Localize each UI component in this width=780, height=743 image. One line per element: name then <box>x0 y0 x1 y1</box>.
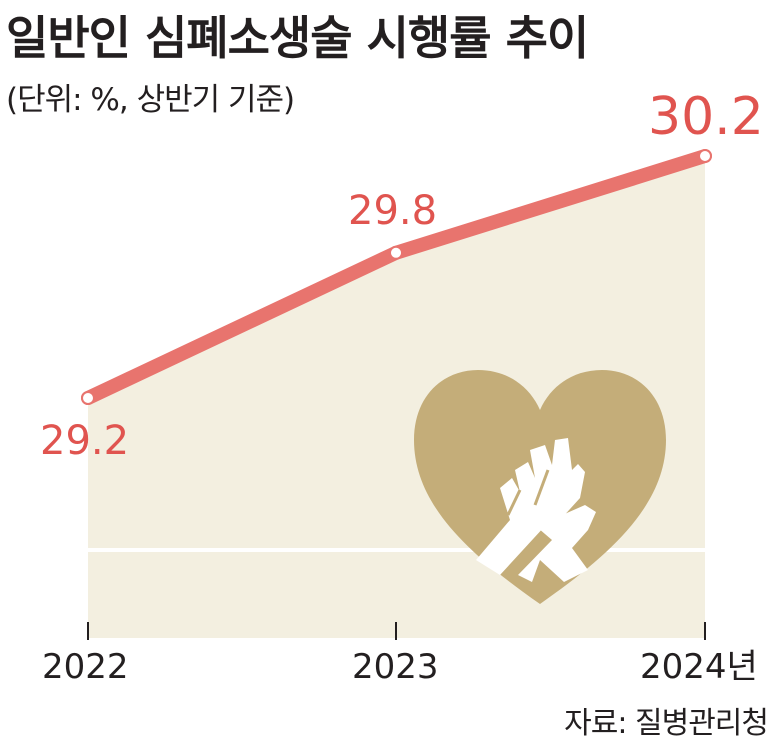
data-label: 29.2 <box>40 418 129 464</box>
x-tick-label: 2022 <box>42 647 129 687</box>
heart-cpr-hands-icon <box>414 370 666 604</box>
chart-title: 일반인 심폐소생술 시행률 추이 <box>6 11 589 65</box>
source-note: 자료: 질병관리청 <box>564 706 769 741</box>
data-point <box>698 149 712 163</box>
data-label: 30.2 <box>648 87 764 147</box>
x-tick-label: 2023 <box>352 647 439 687</box>
chart-unit-note: (단위: %, 상반기 기준) <box>6 82 295 118</box>
data-point <box>81 391 95 405</box>
data-point <box>389 245 403 260</box>
data-label: 29.8 <box>348 188 437 234</box>
x-tick-label: 2024년 <box>640 647 758 687</box>
